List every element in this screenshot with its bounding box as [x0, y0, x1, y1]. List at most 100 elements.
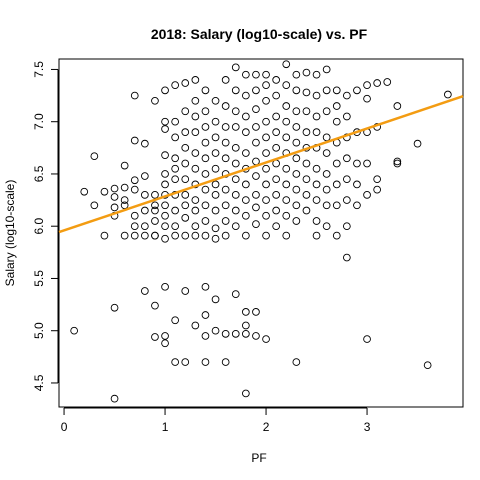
data-point [211, 295, 220, 304]
y-tick-label: 4.5 [32, 374, 46, 391]
data-point [322, 185, 331, 194]
data-point [292, 170, 301, 178]
data-point [444, 90, 452, 99]
data-point [252, 105, 260, 114]
data-point [332, 180, 341, 189]
data-point [332, 102, 341, 110]
data-point [201, 154, 210, 163]
data-point [161, 234, 169, 243]
data-point [161, 211, 169, 220]
data-point [221, 138, 230, 147]
data-point [110, 184, 119, 193]
data-point [181, 231, 190, 240]
data-point [343, 196, 351, 204]
data-point [211, 224, 220, 233]
data-point [231, 86, 240, 95]
y-axis-label: Salary (log10-scale) [3, 180, 17, 287]
data-point [141, 231, 149, 240]
data-point [282, 196, 291, 204]
data-point [211, 234, 220, 243]
data-point [413, 139, 422, 148]
data-point [252, 70, 260, 79]
data-point [272, 112, 281, 121]
data-point [262, 231, 270, 240]
data-point [171, 133, 180, 142]
data-point [171, 175, 180, 184]
data-point [363, 81, 371, 89]
data-point [191, 196, 200, 204]
data-point [322, 86, 331, 95]
data-point [262, 180, 270, 189]
x-axis: 0 1 2 3 [61, 407, 371, 434]
data-point [272, 206, 281, 215]
data-point [211, 133, 220, 142]
data-point [161, 125, 169, 133]
data-point [171, 231, 180, 240]
data-point [242, 70, 250, 79]
data-point [181, 159, 190, 168]
y-tick-label: 7.0 [32, 113, 46, 130]
data-point [393, 157, 402, 166]
data-point [343, 222, 351, 231]
data-point [282, 117, 291, 126]
data-point [302, 206, 311, 215]
data-point [110, 303, 119, 312]
data-point [201, 138, 210, 147]
data-point [231, 175, 240, 184]
x-axis-label: PF [251, 451, 266, 465]
data-point [383, 78, 392, 86]
data-point [242, 389, 250, 398]
data-point [312, 112, 321, 121]
data-point [353, 180, 361, 189]
data-point [282, 81, 291, 89]
data-point [141, 287, 149, 295]
data-point [120, 161, 129, 170]
data-point [181, 143, 190, 152]
data-point [262, 211, 270, 220]
data-point [201, 332, 210, 340]
data-point [221, 123, 230, 131]
data-point [242, 180, 250, 189]
data-point [282, 180, 291, 189]
data-point [211, 206, 220, 215]
data-point [343, 154, 351, 163]
data-point [130, 185, 139, 194]
data-point [343, 91, 351, 100]
data-point [171, 358, 180, 366]
data-point [343, 175, 351, 184]
data-point [191, 222, 200, 231]
data-point [70, 326, 79, 335]
data-point [141, 206, 149, 215]
data-point [373, 175, 382, 184]
data-point [353, 201, 361, 210]
plot-frame [58, 58, 464, 408]
y-tick-label: 6.0 [32, 218, 46, 235]
data-point [221, 358, 230, 366]
data-point [221, 76, 230, 84]
data-point [262, 70, 270, 79]
data-point [181, 201, 190, 210]
data-point [161, 201, 169, 210]
data-point [363, 191, 371, 199]
data-point [141, 139, 149, 148]
x-tick-label: 3 [364, 420, 371, 434]
data-point [181, 107, 190, 116]
data-point [262, 149, 270, 157]
data-point [322, 222, 331, 231]
data-point [130, 91, 139, 100]
data-point [363, 335, 371, 343]
data-point [272, 222, 281, 231]
y-tick-label: 7.5 [32, 61, 46, 78]
data-point [272, 191, 281, 199]
data-point [242, 149, 250, 157]
data-point [292, 154, 301, 163]
data-point [221, 329, 230, 338]
y-tick-label: 5.5 [32, 270, 46, 287]
data-point [90, 152, 99, 161]
data-point [282, 164, 291, 173]
data-point [262, 196, 270, 204]
data-point [252, 332, 260, 340]
data-point [242, 128, 250, 137]
data-point [181, 128, 190, 137]
